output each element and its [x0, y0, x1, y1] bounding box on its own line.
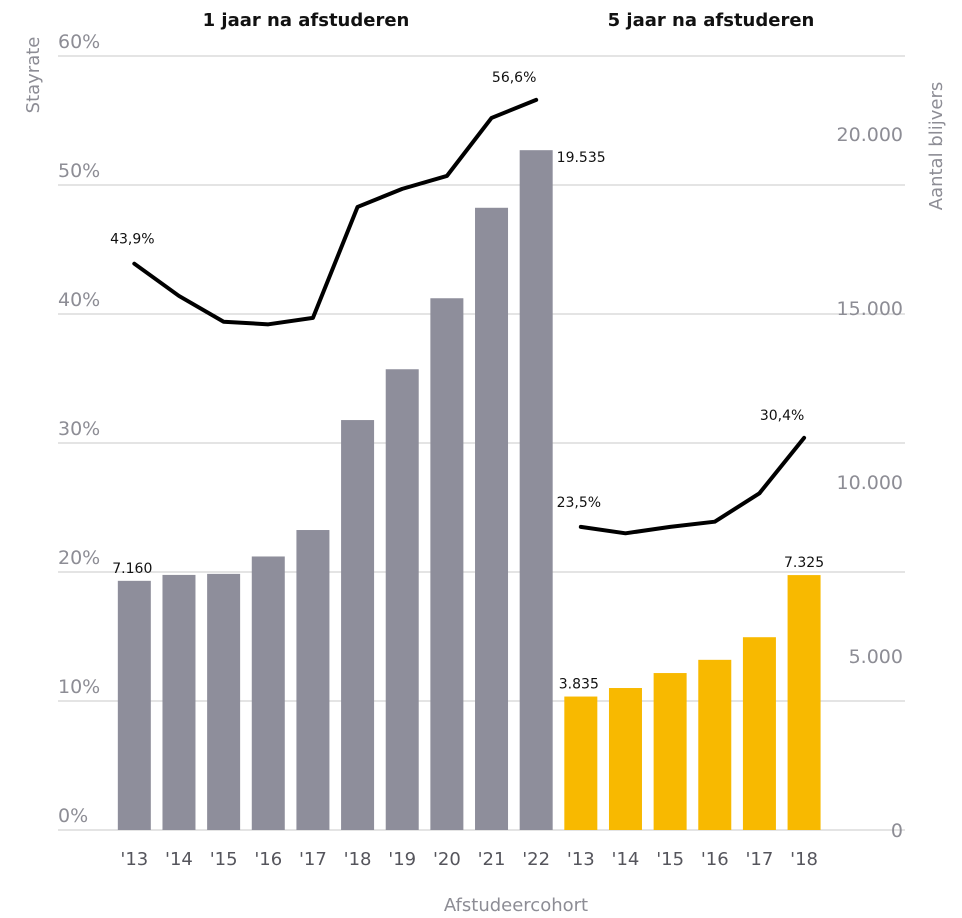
bar	[385, 369, 419, 830]
y-tick-label-right: 15.000	[837, 298, 903, 320]
x-tick-label: '22	[522, 849, 550, 870]
panel-title-5yr: 5 jaar na afstuderen	[608, 10, 815, 31]
x-tick-label: '15	[210, 849, 238, 870]
line-value-label: 30,4%	[760, 408, 804, 424]
y-tick-label-left: 30%	[58, 418, 100, 440]
x-tick-label: '21	[478, 849, 506, 870]
y-tick-label-right: 5.000	[849, 646, 903, 668]
y-tick-label-left: 0%	[58, 805, 88, 827]
bar	[341, 420, 375, 830]
y-tick-label-left: 40%	[58, 289, 100, 311]
y-tick-label-left: 10%	[58, 676, 100, 698]
line-value-label: 43,9%	[110, 232, 154, 248]
bar	[117, 580, 151, 830]
y-tick-label-right: 10.000	[837, 472, 903, 494]
bar	[296, 530, 330, 830]
stayrate-lines	[132, 97, 807, 536]
bar-value-label: 7.325	[784, 555, 824, 571]
bar	[207, 573, 241, 830]
y-tick-label-right: 0	[891, 820, 903, 842]
stayrate-line	[132, 97, 539, 327]
x-tick-label: '17	[299, 849, 327, 870]
bar	[698, 659, 732, 830]
panel-title-1yr: 1 jaar na afstuderen	[203, 10, 410, 31]
data-labels: 7.160 43,9% 19.535 56,6% 3.835 23,5% 7.325 30,4…	[110, 70, 824, 693]
bar	[608, 688, 642, 830]
y-tick-label-left: 60%	[58, 31, 100, 53]
x-tick-label: '20	[433, 849, 461, 870]
line-value-label: 56,6%	[492, 70, 536, 86]
x-tick-label: '16	[701, 849, 729, 870]
y-axis-title-right: Aantal blijvers	[926, 82, 947, 211]
bar-value-label: 19.535	[557, 150, 606, 166]
line-value-label: 23,5%	[557, 495, 601, 511]
bar	[653, 673, 687, 830]
x-tick-label: '17	[745, 849, 773, 870]
x-tick-label: '18	[790, 849, 818, 870]
bar	[251, 556, 285, 830]
bar	[430, 298, 464, 831]
bar-value-label: 3.835	[559, 677, 599, 693]
y-tick-label-left: 50%	[58, 160, 100, 182]
x-tick-label: '16	[254, 849, 282, 870]
x-tick-label: '19	[388, 849, 416, 870]
bar	[742, 637, 776, 830]
y-tick-label-left: 20%	[58, 547, 100, 569]
x-tick-label: '13	[120, 849, 148, 870]
stayrate-line	[578, 435, 807, 536]
bar	[564, 696, 598, 830]
x-tick-label: '15	[656, 849, 684, 870]
x-tick-label: '14	[165, 849, 193, 870]
y-tick-label-right: 20.000	[837, 124, 903, 146]
bars	[117, 150, 821, 831]
x-tick-label: '18	[344, 849, 372, 870]
bar	[519, 150, 553, 830]
y-axis-title-left: Stayrate	[23, 37, 44, 114]
bar	[475, 207, 509, 830]
x-tick-label: '13	[567, 849, 595, 870]
bar	[787, 575, 821, 830]
x-tick-label: '14	[612, 849, 640, 870]
bar-value-label: 7.160	[112, 561, 152, 577]
bar	[162, 574, 196, 830]
axes: 0% 10% 20% 30% 40% 50% 60% 0 5.000 10.000 15.000 20…	[58, 31, 903, 870]
x-axis-title: Afstudeercohort	[444, 895, 588, 916]
